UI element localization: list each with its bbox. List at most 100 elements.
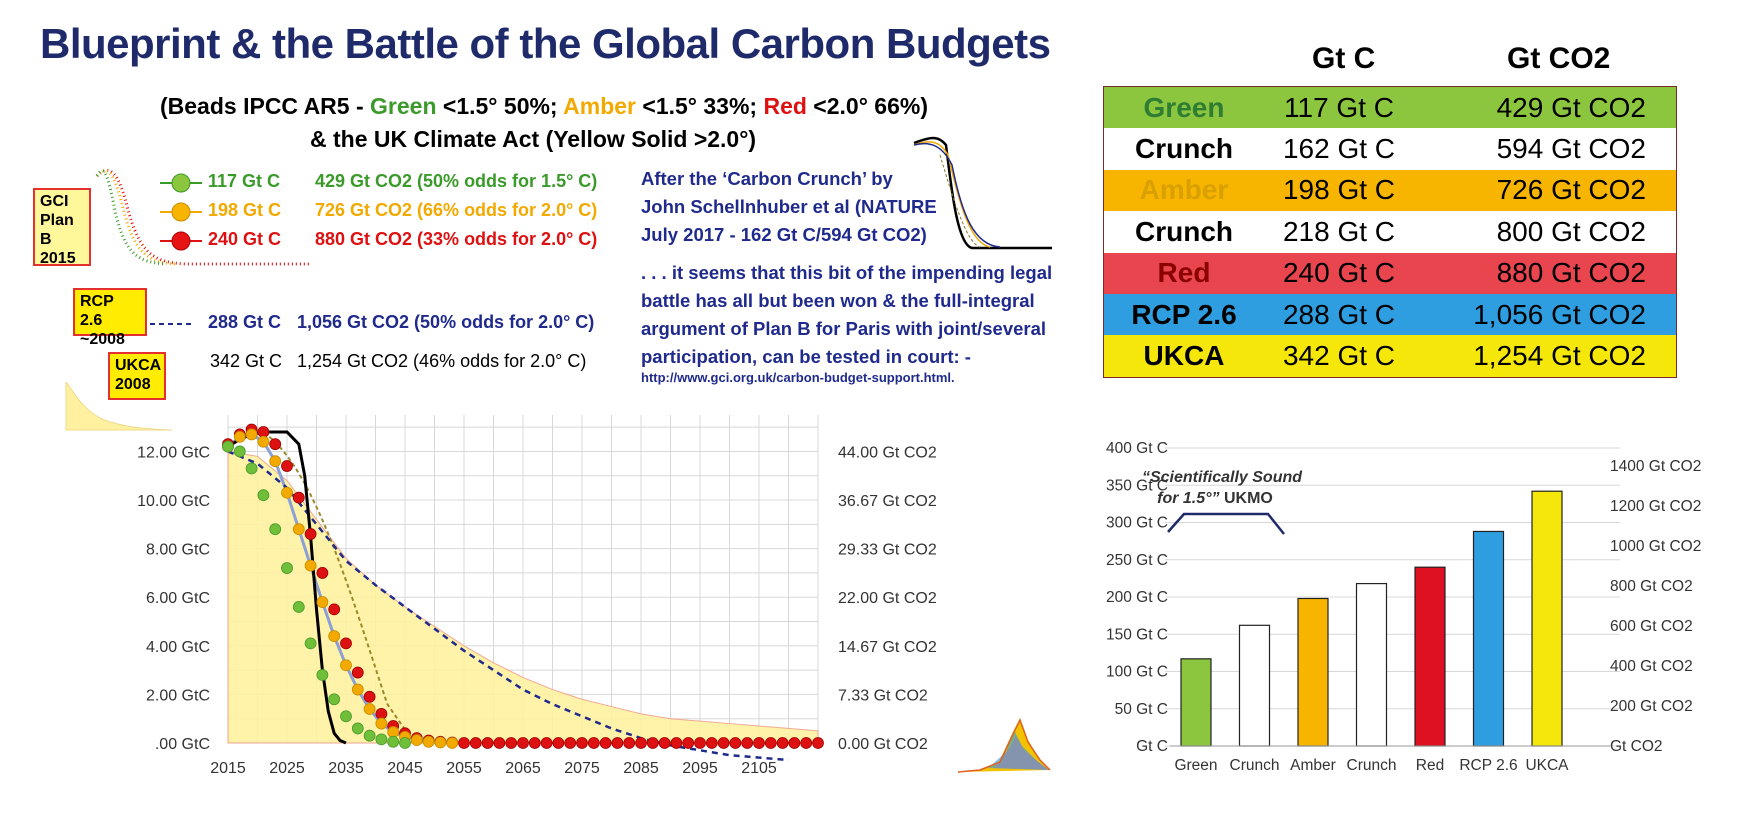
subtitle-green: Green	[370, 93, 437, 119]
y-tick-label: 150 Gt C	[1106, 626, 1168, 643]
bead-amber	[351, 683, 364, 696]
bead-red	[741, 737, 754, 749]
x-tick-label: 2105	[741, 760, 777, 777]
y-right-tick-label: 0.00 Gt CO2	[838, 736, 928, 753]
y-right-tick-label: 1000 Gt CO2	[1610, 538, 1701, 555]
bar	[1238, 624, 1271, 747]
subtitle-line1: (Beads IPCC AR5 - Green <1.5° 50%; Amber…	[160, 93, 928, 120]
note-line: July 2017 - 162 Gt C/594 Gt CO2)	[641, 224, 927, 245]
bead-red	[528, 737, 541, 749]
y-tick-label: 300 Gt C	[1106, 515, 1168, 532]
bead-red	[812, 737, 824, 749]
ukca-tag: UKCA 2008	[108, 352, 166, 400]
bead-red	[646, 737, 659, 749]
bar	[1472, 530, 1505, 747]
bead-red	[351, 666, 364, 679]
table-cell-name: Crunch	[1135, 133, 1233, 165]
x-tick-label: 2035	[328, 760, 364, 777]
bead-red	[717, 737, 730, 749]
bead-green	[387, 735, 400, 748]
table-cell-gtc: 198 Gt C	[1282, 174, 1396, 206]
subtitle-amber: Amber	[563, 93, 636, 119]
bead-amber	[434, 736, 447, 749]
bead-amber	[422, 735, 435, 748]
y-right-tick-label: 22.00 Gt CO2	[838, 590, 937, 607]
y-tick-label: 250 Gt C	[1106, 552, 1168, 569]
crunch-thumbnail-icon	[913, 136, 1052, 250]
bead-amber	[375, 717, 388, 730]
subtitle-part: <2.0° 66%)	[806, 93, 928, 119]
bead-red	[292, 491, 305, 504]
x-category-label: Amber	[1290, 757, 1336, 774]
x-category-label: Crunch	[1347, 757, 1397, 774]
table-cell-co2: 594 Gt CO2	[1496, 133, 1646, 165]
rcp-dashed-line	[227, 450, 789, 762]
subtitle-part: <1.5° 33%;	[636, 93, 764, 119]
bead-amber	[410, 734, 423, 746]
x-category-label: Red	[1416, 757, 1444, 774]
y-tick-label: 10.00 GtC	[137, 493, 210, 510]
bead-red	[469, 737, 482, 749]
bead-red	[753, 737, 765, 749]
bead-red	[481, 737, 494, 749]
bead-amber	[316, 596, 329, 608]
beads-thumbnail-icon	[95, 168, 309, 266]
tag-line: ~2008	[80, 331, 125, 348]
mini-area-icon	[958, 718, 1051, 773]
subtitle-part: (Beads IPCC AR5 -	[160, 93, 371, 119]
amber-bead-icon	[160, 202, 202, 222]
bead-red	[576, 737, 588, 749]
y-tick-label: 2.00 GtC	[146, 687, 210, 704]
table-cell-name: Red	[1157, 257, 1211, 289]
bead-red	[458, 737, 470, 749]
y-right-tick-label: 44.00 Gt CO2	[838, 444, 937, 461]
y-right-tick-label: 36.67 Gt CO2	[838, 493, 937, 510]
table-header-gtc: Gt C	[1312, 42, 1376, 75]
bead-red	[304, 528, 317, 540]
bead-red	[729, 737, 742, 749]
bead-red	[517, 737, 529, 749]
bead-red	[776, 737, 789, 749]
x-category-label: RCP 2.6	[1459, 757, 1517, 774]
table-row: Crunch 162 Gt C 594 Gt CO2	[1103, 128, 1677, 170]
table-cell-gtc: 342 Gt C	[1282, 340, 1396, 372]
ukca-thumbnail-icon	[65, 382, 173, 431]
annotation-span: for 1.5°”	[1157, 490, 1219, 507]
legend-co2: 429 Gt CO2 (50% odds for 1.5° C)	[315, 171, 598, 191]
subtitle-line2: & the UK Climate Act (Yellow Solid >2.0°…	[310, 126, 757, 152]
y-tick-label: 50 Gt C	[1115, 701, 1168, 718]
bead-red	[340, 637, 352, 650]
bead-amber	[446, 737, 459, 749]
bead-amber	[281, 486, 293, 499]
x-tick-label: 2065	[505, 760, 541, 777]
x-category-label: UKCA	[1525, 757, 1569, 774]
bead-green	[328, 693, 341, 706]
projection-line	[268, 436, 412, 739]
bead-red	[587, 737, 600, 749]
dashed-line-icon	[150, 323, 192, 325]
y-right-tick-label: 600 Gt CO2	[1610, 618, 1693, 635]
table-row: Amber 198 Gt C 726 Gt CO2	[1103, 169, 1677, 212]
bead-green	[222, 440, 234, 453]
bead-red	[316, 567, 329, 579]
table-cell-name: Crunch	[1135, 215, 1233, 247]
reference-url[interactable]: http://www.gci.org.uk/carbon-budget-supp…	[641, 370, 955, 385]
rcp-tag: RCP 2.6 ~2008	[73, 288, 147, 348]
legend-co2: 726 Gt CO2 (66% odds for 2.0° C)	[315, 200, 598, 220]
y-tick-label: 100 Gt C	[1106, 664, 1168, 681]
y-right-tick-label: 400 Gt CO2	[1610, 658, 1693, 675]
bead-red	[658, 737, 671, 749]
bead-green	[316, 669, 329, 681]
y-tick-label: 400 Gt C	[1106, 440, 1168, 457]
note-line: . . . it seems that this bit of the impe…	[641, 262, 1053, 283]
bead-green	[351, 722, 364, 735]
bar	[1297, 597, 1329, 747]
note-line: participation, can be tested in court: -	[641, 346, 971, 367]
legend-gtc: 288 Gt C	[208, 312, 282, 332]
table-cell-name: UKCA	[1143, 340, 1225, 372]
table-row: Green 117 Gt C 429 Gt CO2	[1103, 86, 1677, 129]
y-right-tick-label: 29.33 Gt CO2	[838, 542, 937, 559]
x-category-label: Green	[1174, 757, 1217, 774]
annotation-span: UKMO	[1220, 490, 1273, 507]
budget-bar-chart: Gt C 50 Gt C 100 Gt C 150 Gt C 200 Gt C 250 G…	[1106, 440, 1701, 774]
